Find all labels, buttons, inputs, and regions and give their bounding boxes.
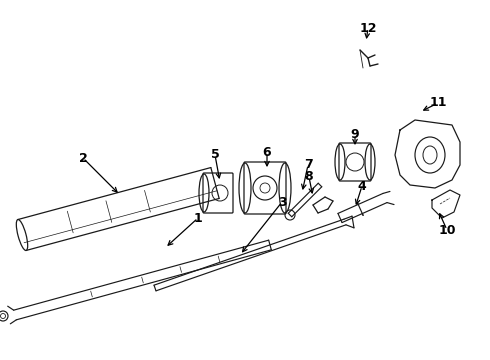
- Text: 6: 6: [263, 145, 271, 158]
- Text: 11: 11: [429, 96, 447, 109]
- Text: 12: 12: [359, 22, 377, 35]
- Text: 2: 2: [78, 152, 87, 165]
- Text: 10: 10: [438, 224, 456, 237]
- Text: 3: 3: [278, 195, 286, 208]
- Text: 1: 1: [194, 211, 202, 225]
- Text: 5: 5: [211, 148, 220, 162]
- Text: 4: 4: [358, 180, 367, 193]
- Text: 7: 7: [304, 158, 313, 171]
- Text: 8: 8: [305, 171, 313, 184]
- Text: 9: 9: [351, 129, 359, 141]
